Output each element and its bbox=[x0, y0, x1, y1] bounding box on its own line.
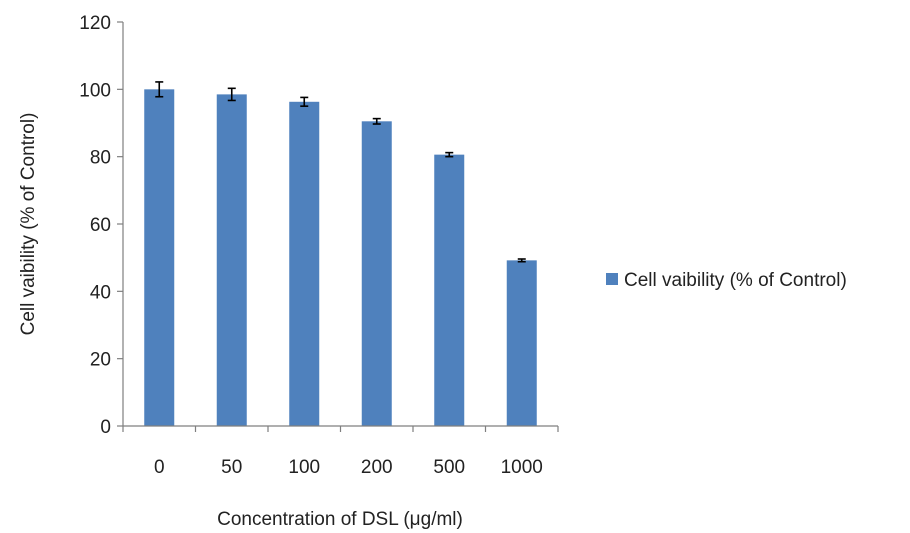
bar bbox=[361, 121, 392, 427]
x-axis-ticks: 0 50 100 200 500 1000 bbox=[122, 426, 559, 478]
error-bar bbox=[227, 87, 236, 102]
x-tick-label: 500 bbox=[433, 457, 465, 478]
y-tick-label: 80 bbox=[90, 148, 111, 169]
error-bar bbox=[372, 117, 381, 125]
bar bbox=[506, 260, 537, 426]
y-tick-label: 60 bbox=[90, 215, 111, 236]
error-bar bbox=[445, 151, 454, 158]
legend-label: Cell vaibility (% of Control) bbox=[624, 270, 847, 291]
bar bbox=[144, 89, 175, 426]
bar bbox=[216, 94, 247, 426]
y-tick-label: 100 bbox=[79, 80, 111, 101]
bars bbox=[144, 89, 537, 427]
y-tick-label: 20 bbox=[90, 350, 111, 371]
x-tick-label: 1000 bbox=[501, 457, 543, 478]
x-tick-label: 50 bbox=[221, 457, 242, 478]
error-bar bbox=[155, 81, 164, 98]
error-bar bbox=[517, 258, 526, 263]
y-axis-ticks: 0 20 40 60 80 100 120 bbox=[79, 13, 123, 438]
x-axis-title: Concentration of DSL (μg/ml) bbox=[217, 509, 463, 530]
y-axis-title: Cell vaibility (% of Control) bbox=[18, 113, 39, 336]
legend: Cell vaibility (% of Control) bbox=[606, 270, 847, 291]
x-tick-label: 100 bbox=[288, 457, 320, 478]
x-tick-label: 200 bbox=[361, 457, 393, 478]
bar bbox=[434, 154, 465, 426]
error-bars bbox=[155, 81, 526, 263]
y-tick-label: 40 bbox=[90, 282, 111, 303]
x-tick-label: 0 bbox=[154, 457, 165, 478]
y-tick-label: 120 bbox=[79, 13, 111, 34]
legend-swatch bbox=[606, 273, 618, 285]
y-tick-label: 0 bbox=[100, 417, 111, 438]
error-bar bbox=[300, 96, 309, 107]
bar bbox=[289, 101, 320, 426]
